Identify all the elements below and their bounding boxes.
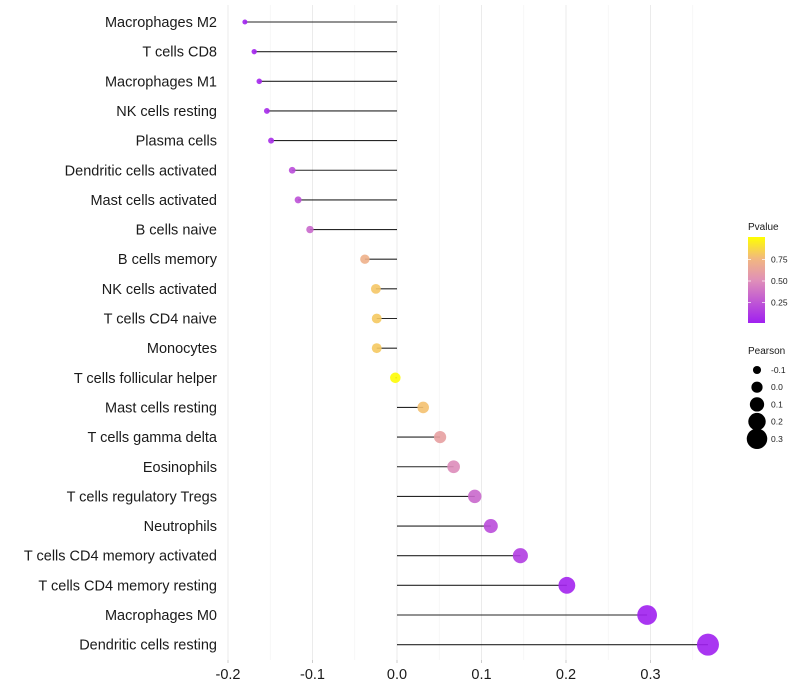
y-tick-label: T cells CD4 memory activated [24,549,217,565]
pvalue-legend-title: Pvalue [748,222,779,233]
y-tick-label: T cells CD8 [142,45,217,61]
lollipop-point [371,313,382,324]
y-tick-label: Dendritic cells activated [65,163,217,179]
y-tick-label: Dendritic cells resting [79,638,217,654]
pearson-legend-label: 0.3 [771,434,783,444]
lollipop-point [370,283,381,294]
pearson-legend-label: 0.0 [771,382,783,392]
segments [244,21,708,646]
pearson-legend-label: -0.1 [771,365,786,375]
pearson-legend-label: 0.2 [771,417,783,427]
pearson-legend-key [748,412,766,431]
pvalue-legend-label: 0.25 [771,298,788,308]
x-tick-label: -0.1 [300,667,325,683]
y-tick-label: T cells regulatory Tregs [67,489,217,505]
pvalue-legend: Pvalue 0.25 0.50 0.75 [748,222,788,323]
pvalue-colorbar [748,237,765,323]
pearson-legend-key [751,381,763,393]
lollipop-point [306,225,314,234]
lollipop-point [294,196,302,204]
lollipop-point [371,343,382,354]
y-tick-label: NK cells activated [102,282,217,298]
pvalue-legend-label: 0.50 [771,276,788,286]
lollipop-point [637,605,658,625]
pearson-legend-title: Pearson [748,346,785,357]
x-tick-label: 0.3 [640,667,660,683]
x-tick-label: 0.1 [471,667,491,683]
lollipop-point [256,78,263,85]
y-tick-label: Eosinophils [143,460,217,476]
y-tick-label: B cells memory [118,252,218,268]
y-tick-label: Neutrophils [144,519,217,535]
pearson-legend-key [752,365,762,375]
lollipop-point [288,166,296,174]
y-tick-label: Plasma cells [136,134,217,150]
lollipop-point [558,576,576,594]
y-tick-label: Monocytes [147,341,217,357]
y-axis-labels: Macrophages M2 T cells CD8 Macrophages M1 N… [24,15,218,654]
lollipop-point [468,489,482,504]
y-tick-label: Mast cells activated [90,193,217,209]
lollipop-point [360,254,370,264]
lollipop-point [251,48,257,55]
y-tick-label: T cells follicular helper [74,371,217,387]
lollipop-point [434,431,447,444]
pearson-legend-label: 0.1 [771,399,783,409]
lollipop-point [417,401,429,414]
y-tick-label: Mast cells resting [105,400,217,416]
lollipop-point [390,372,401,384]
lollipop-point [696,633,719,656]
pvalue-legend-label: 0.75 [771,255,788,265]
y-tick-label: T cells CD4 naive [104,312,217,328]
lollipop-point [483,519,498,534]
y-tick-label: T cells CD4 memory resting [38,578,217,594]
lollipop-point [268,137,275,144]
grid [227,5,694,660]
lollipop-point [512,548,528,564]
y-tick-label: Macrophages M2 [105,15,217,31]
pearson-legend: Pearson -0.1 0.0 0.1 0.2 0.3 [746,346,786,450]
x-tick-label: -0.2 [216,667,241,683]
x-tick-label: 0.2 [556,667,576,683]
x-axis-labels: -0.2 -0.1 0.0 0.1 0.2 0.3 [216,660,661,683]
lollipop-point [242,19,248,25]
y-tick-label: NK cells resting [116,104,217,120]
y-tick-label: Macrophages M1 [105,74,217,90]
y-tick-label: T cells gamma delta [88,430,218,446]
y-tick-label: B cells naive [136,223,217,239]
points [242,19,719,656]
pearson-legend-key [746,428,768,450]
x-tick-label: 0.0 [387,667,407,683]
pearson-legend-key [749,397,765,412]
lollipop-point [447,460,460,474]
lollipop-point [263,108,270,114]
y-tick-label: Macrophages M0 [105,608,217,624]
